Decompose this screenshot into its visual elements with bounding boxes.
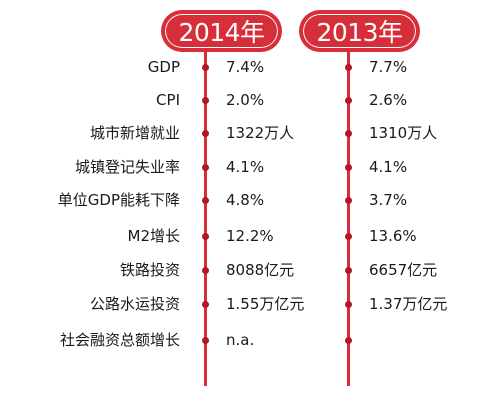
row-label: 单位GDP能耗下降 (57, 191, 180, 209)
value-2014: 1.55万亿元 (226, 295, 305, 313)
value-2013: 4.1% (369, 158, 408, 176)
value-2013: 3.7% (369, 191, 408, 209)
value-2014: 12.2% (226, 227, 274, 245)
table-row-financing: 社会融资总额增长 n.a. (0, 325, 503, 355)
value-2013: 6657亿元 (369, 261, 438, 279)
year-badge-2013: 2013年 (301, 12, 418, 50)
value-2013: 1.37万亿元 (369, 295, 448, 313)
bullet-dot (345, 64, 352, 71)
value-2013: 7.7% (369, 58, 408, 76)
bullet-dot (345, 301, 352, 308)
timeline-axis-2013 (347, 46, 350, 386)
row-label: GDP (147, 58, 180, 76)
bullet-dot (345, 197, 352, 204)
bullet-dot (345, 164, 352, 171)
bullet-dot (345, 97, 352, 104)
value-2014: n.a. (226, 331, 255, 349)
bullet-dot (202, 64, 209, 71)
bullet-dot (202, 301, 209, 308)
table-row-highway: 公路水运投资 1.55万亿元 1.37万亿元 (0, 289, 503, 319)
bullet-dot (345, 337, 352, 344)
bullet-dot (345, 233, 352, 240)
bullet-dot (202, 233, 209, 240)
table-row-employment: 城市新增就业 1322万人 1310万人 (0, 118, 503, 148)
bullet-dot (202, 164, 209, 171)
row-label: 社会融资总额增长 (59, 331, 180, 349)
bullet-dot (202, 337, 209, 344)
timeline-axis-2014 (204, 46, 207, 386)
value-2014: 4.1% (226, 158, 265, 176)
bullet-dot (202, 197, 209, 204)
row-label: 城市新增就业 (89, 124, 180, 142)
table-row-railway: 铁路投资 8088亿元 6657亿元 (0, 255, 503, 285)
table-row-gdp: GDP 7.4% 7.7% (0, 52, 503, 82)
bullet-dot (345, 130, 352, 137)
value-2014: 1322万人 (226, 124, 295, 142)
row-label: CPI (156, 91, 180, 109)
bullet-dot (202, 267, 209, 274)
table-row-energy: 单位GDP能耗下降 4.8% 3.7% (0, 185, 503, 215)
row-label: 铁路投资 (119, 261, 180, 279)
bullet-dot (202, 97, 209, 104)
value-2014: 7.4% (226, 58, 265, 76)
bullet-dot (345, 267, 352, 274)
value-2013: 13.6% (369, 227, 417, 245)
bullet-dot (202, 130, 209, 137)
row-label: M2增长 (127, 227, 181, 245)
value-2013: 2.6% (369, 91, 408, 109)
year-badge-2014: 2014年 (163, 12, 280, 50)
row-label: 城镇登记失业率 (74, 158, 180, 176)
value-2014: 4.8% (226, 191, 265, 209)
value-2013: 1310万人 (369, 124, 438, 142)
table-row-unemployment: 城镇登记失业率 4.1% 4.1% (0, 152, 503, 182)
row-label: 公路水运投资 (89, 295, 180, 313)
table-row-cpi: CPI 2.0% 2.6% (0, 85, 503, 115)
table-row-m2: M2增长 12.2% 13.6% (0, 221, 503, 251)
value-2014: 8088亿元 (226, 261, 295, 279)
value-2014: 2.0% (226, 91, 265, 109)
